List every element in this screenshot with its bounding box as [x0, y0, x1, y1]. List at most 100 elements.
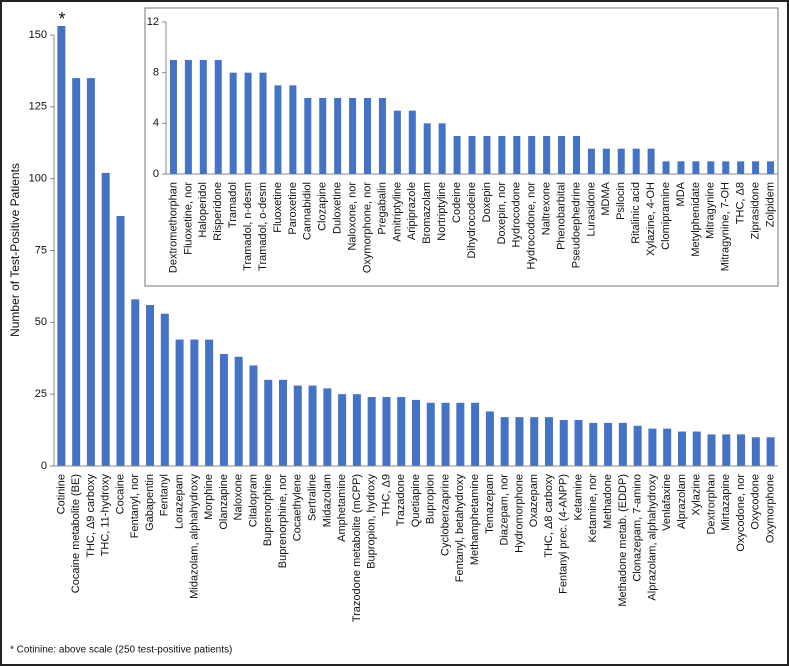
x-tick-label: Metylphenidate [690, 182, 702, 257]
bar [190, 339, 199, 466]
x-tick-label: Sertraline [306, 474, 318, 521]
x-tick-label: Xylazine, 4-OH [645, 182, 657, 256]
x-tick-label: Duloxetine [332, 182, 344, 234]
x-tick-label: Risperidone [212, 182, 224, 241]
bar [544, 417, 553, 466]
bar [456, 402, 465, 466]
bar [498, 136, 506, 174]
x-tick-label: Fluoxetine [272, 182, 284, 233]
bar [604, 422, 613, 466]
x-tick-label: Ketamine [572, 474, 584, 520]
bar [234, 356, 243, 466]
y-tick-label: 0 [153, 168, 159, 180]
bar [648, 428, 657, 466]
bar [274, 85, 282, 174]
x-tick-label: Psilocin [615, 182, 627, 220]
x-tick-label: Trazodone metabolite (mCPP) [351, 474, 363, 622]
x-tick-label: Cocaine [114, 474, 126, 514]
bar [515, 417, 524, 466]
x-tick-label: Hydrocodone [511, 182, 523, 247]
y-tick-label: 0 [41, 460, 47, 472]
main-axes: 0 25 50 75 100 125 150 Cotinine Cocaine metaboli… [29, 29, 778, 622]
bar [468, 136, 476, 174]
bar [319, 98, 327, 174]
bar [214, 60, 222, 174]
x-tick-label: Fentanyl prec. (4-ANPP) [558, 474, 570, 594]
x-tick-label: Dihydrocodeine [466, 182, 478, 258]
x-tick-label: Ketamine, nor [587, 474, 599, 543]
bar [513, 136, 521, 174]
x-tick-label: Tramadol, o-desm [257, 182, 269, 271]
bar [352, 394, 361, 466]
x-tick-label: Bromazolam [421, 182, 433, 244]
x-tick-label: Naloxone, nor [346, 182, 358, 251]
x-tick-label: Clonazepam, 7-amino [632, 474, 644, 582]
y-tick-label: 125 [29, 101, 47, 113]
x-tick-label: Dextrorphan [705, 474, 717, 535]
bar [737, 434, 746, 466]
x-tick-label: Cannabidiol [302, 182, 314, 240]
bar [160, 313, 169, 466]
main-bars [57, 26, 775, 467]
bar [364, 98, 372, 174]
x-tick-label: MDA [675, 181, 687, 206]
bar [334, 98, 342, 174]
bar [308, 385, 317, 466]
x-tick-label: Ritalinic acid [630, 182, 642, 244]
bar [86, 78, 95, 466]
x-tick-label: Bupropion, hydroxy [366, 474, 378, 569]
x-tick-label: Methamphetamine [469, 474, 481, 565]
y-axis-label: Number of Test-Positive Patients [8, 163, 22, 337]
x-tick-label: Paroxetine [287, 182, 299, 235]
inset-chart: 0 4 8 12 Dextromethorphan Fluoxetine, nor Halo… [147, 16, 778, 273]
x-tick-label: THC, Δ8 carboxy [543, 474, 555, 558]
x-tick-label: Amphetamine [336, 474, 348, 542]
x-tick-label: Lorazepam [173, 474, 185, 529]
x-tick-label: Citalopram [247, 474, 259, 527]
x-tick-label: Temazepam [484, 474, 496, 534]
bar [587, 148, 595, 174]
bar [304, 98, 312, 174]
x-tick-label: Morphine [203, 474, 215, 520]
bar [766, 437, 775, 466]
bar [692, 161, 700, 174]
bar [572, 136, 580, 174]
bar [485, 411, 494, 466]
x-tick-label: Xylazine [691, 474, 703, 516]
x-tick-label: Olanzapine [218, 474, 230, 530]
bar [57, 26, 66, 466]
bar [378, 98, 386, 174]
annotation: * [58, 9, 65, 29]
y-tick-label: 4 [153, 117, 159, 129]
x-tick-label: Mirtazapine [720, 474, 732, 531]
bar [589, 422, 598, 466]
x-tick-label: Hydromorphone [513, 474, 525, 553]
bar [264, 379, 273, 466]
bar [426, 402, 435, 466]
bar [289, 85, 297, 174]
inset-frame [144, 7, 779, 287]
bar [293, 385, 302, 466]
bar [453, 136, 461, 174]
bar [528, 136, 536, 174]
bar [692, 431, 701, 466]
x-tick-label: Alprazolam [676, 474, 688, 529]
x-tick-label: Fentanyl, betahydroxy [454, 474, 466, 583]
x-tick-label: Cyclobenzaprine [439, 474, 451, 556]
x-tick-label: Bupropion [425, 474, 437, 524]
x-tick-label: Phenobarbital [555, 182, 567, 250]
bar [574, 420, 583, 466]
x-tick-label: Doxepin, nor [496, 182, 508, 245]
bar [438, 123, 446, 174]
x-tick-label: Methadone [602, 474, 614, 529]
bar [722, 434, 731, 466]
bar [349, 98, 357, 174]
bar [662, 161, 670, 174]
bar [500, 417, 509, 466]
x-tick-label: THC, Δ9 [380, 474, 392, 516]
x-tick-label: THC, 11-hydroxy [100, 474, 112, 557]
x-tick-label: Buprenorphine [262, 474, 274, 546]
x-tick-label: MDMA [600, 181, 612, 215]
y-tick-label: 25 [35, 388, 47, 400]
x-tick-label: Cocaine metabolite (BE) [70, 474, 82, 593]
